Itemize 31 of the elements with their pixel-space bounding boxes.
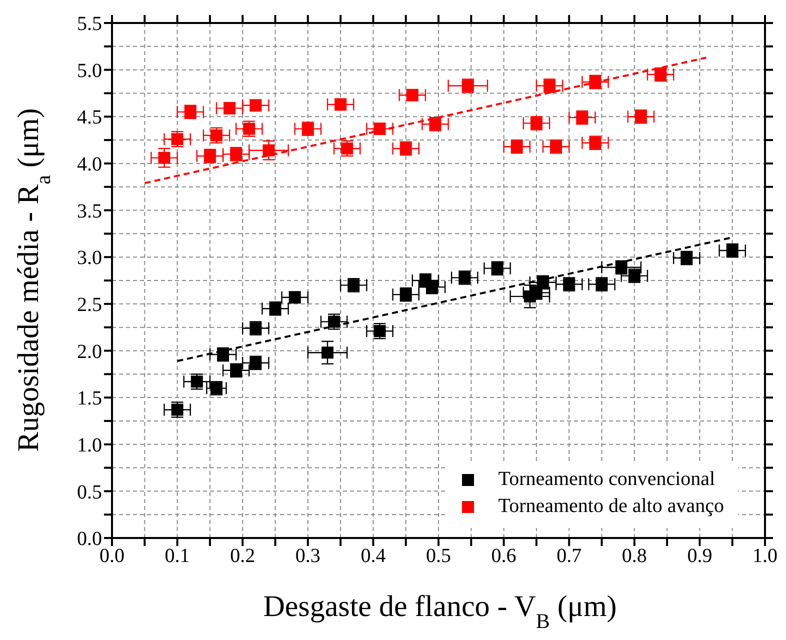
y-tick-label: 2.5 [77,294,102,316]
x-tick-label: 0.6 [491,545,516,568]
point [374,325,386,338]
x-tick-label: 1.0 [752,545,778,568]
y-tick-label: 3.0 [77,247,102,270]
x-axis-title: Desgaste de flanco - V$_{B}$ (μm) [263,590,617,633]
point [321,346,334,359]
x-tick-label: 0.9 [687,545,712,568]
y-tick-label: 1.5 [77,388,102,410]
x-tick-label: 0.1 [164,545,190,568]
y-tick-label: 4.5 [77,106,102,129]
legend-label: Torneamento de alto avanço [498,495,724,518]
y-tick-label: 4.0 [77,154,102,176]
x-tick-label: 0.3 [295,545,320,568]
x-tick-label: 0.8 [622,545,647,568]
point [341,142,354,154]
x-tick-label: 0.5 [426,545,451,568]
x-tick-label: 0.4 [360,545,386,568]
y-tick-label: 5.5 [77,13,102,36]
y-tick-label: 1.0 [77,434,102,456]
y-tick-label: 2.0 [77,340,102,363]
y-tick-label: 0.5 [77,481,102,504]
x-tick-label: 0.2 [230,545,256,568]
legend-label: Torneamento convencional [498,468,716,491]
y-tick-label: 5.0 [77,60,102,82]
point [262,144,275,156]
y-tick-label: 3.5 [77,200,102,222]
x-tick-label: 0.0 [100,545,124,568]
point [158,152,170,164]
x-tick-label: 0.7 [556,545,582,568]
y-tick-label: 0.0 [77,528,102,550]
